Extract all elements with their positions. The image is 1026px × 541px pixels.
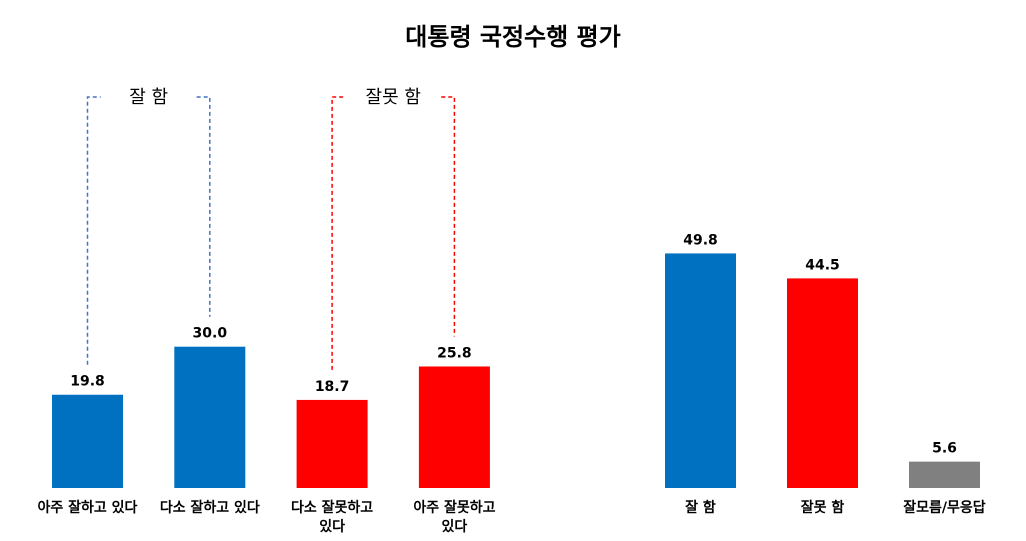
bar: [418, 366, 490, 488]
group-label: 잘 함: [129, 87, 168, 108]
data-label: 25.8: [437, 345, 472, 361]
data-label: 18.7: [315, 379, 350, 395]
category-label: 잘모름/무응답: [903, 499, 986, 516]
group-bracket: [86, 96, 211, 365]
data-label: 30.0: [193, 326, 228, 342]
category-label: 아주 잘하고 있다: [38, 499, 138, 516]
bar: [665, 253, 736, 488]
group-label: 잘못 함: [366, 87, 421, 108]
chart-title: 대통령 국정수행 평가: [405, 23, 620, 51]
bar: [787, 278, 858, 488]
category-label: 잘못 함: [801, 499, 845, 516]
group-bracket: [331, 96, 456, 370]
category-label: 있다: [442, 519, 468, 535]
data-label: 44.5: [805, 257, 840, 273]
bar: [174, 346, 246, 488]
data-label: 19.8: [70, 374, 105, 390]
bar: [52, 394, 123, 488]
data-label: 49.8: [683, 232, 718, 248]
category-label: 잘 함: [685, 499, 716, 516]
category-label: 다소 잘하고 있다: [160, 499, 260, 516]
category-label: 다소 잘못하고: [291, 499, 373, 516]
data-label: 5.6: [932, 441, 957, 457]
category-label: 있다: [319, 519, 345, 535]
bar: [296, 399, 368, 488]
category-label: 아주 잘못하고: [413, 499, 495, 516]
bar: [909, 461, 980, 488]
